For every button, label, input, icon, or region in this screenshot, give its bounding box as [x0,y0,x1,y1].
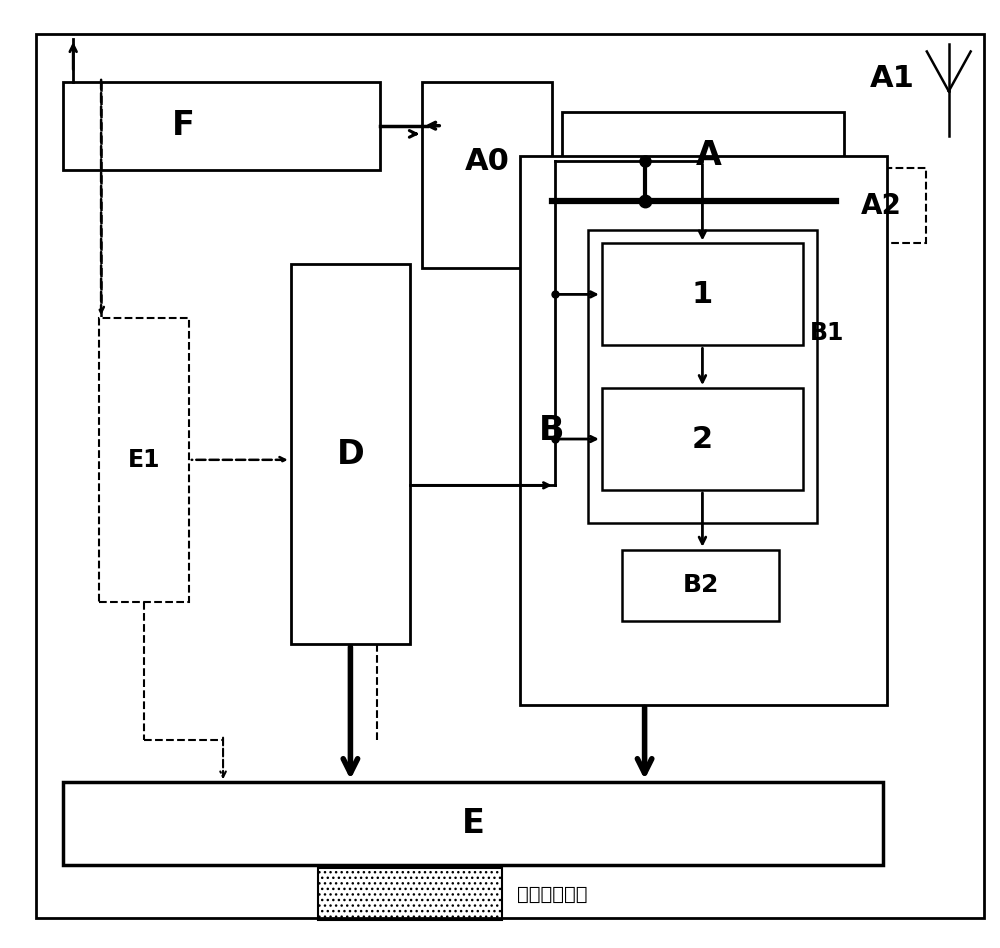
Text: D: D [337,438,364,470]
Bar [588,230,817,523]
Bar [422,82,552,268]
Bar [562,112,844,200]
Text: A2: A2 [861,191,901,220]
Text: F: F [172,109,195,142]
Text: B: B [538,414,564,447]
Text: B2: B2 [682,573,719,597]
Bar [836,168,926,244]
Bar [99,318,189,602]
Bar [63,782,883,866]
Bar [602,388,803,490]
Bar [622,550,779,621]
Text: 1: 1 [692,280,713,309]
Text: E1: E1 [128,447,160,472]
Text: 2: 2 [692,425,713,453]
Bar [520,156,887,704]
Text: A1: A1 [869,64,914,94]
Text: E: E [462,808,485,840]
Text: B1: B1 [810,320,844,345]
Bar [602,244,803,345]
Text: 信息交互接口: 信息交互接口 [517,884,587,903]
Bar [318,868,502,921]
Text: A: A [696,139,722,173]
Bar [291,264,410,644]
Bar [63,82,380,170]
Text: A0: A0 [465,147,509,176]
